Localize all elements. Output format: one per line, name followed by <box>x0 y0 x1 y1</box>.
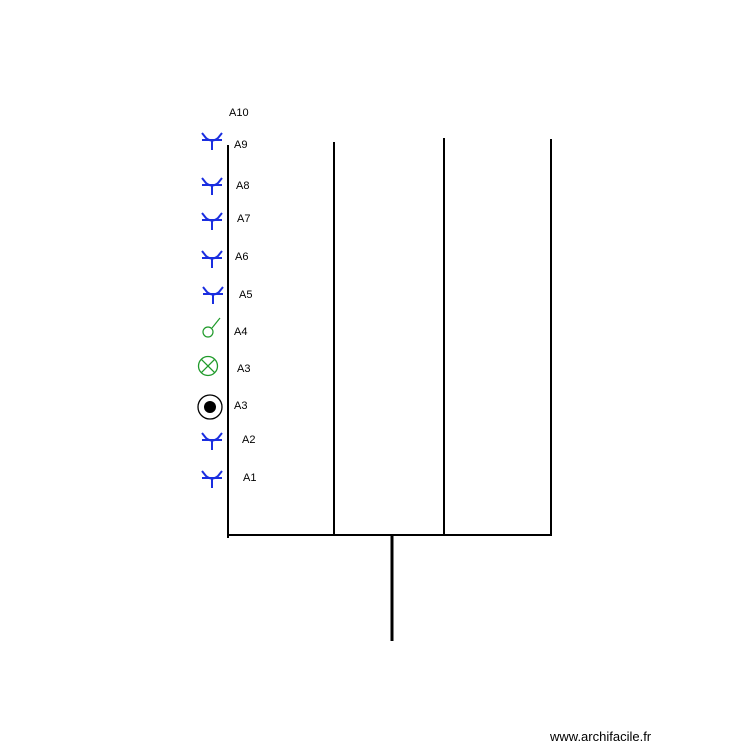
label-a2: A2 <box>242 434 256 446</box>
label-a8: A8 <box>236 180 250 192</box>
socket-icon <box>201 177 223 196</box>
wiring <box>227 138 552 641</box>
socket-icon <box>201 432 223 451</box>
socket-icon <box>202 286 224 305</box>
switch-icon <box>202 317 221 338</box>
label-a3-lamp: A3 <box>237 363 251 375</box>
label-a9: A9 <box>234 139 248 151</box>
label-a5: A5 <box>239 289 253 301</box>
label-a10: A10 <box>229 107 249 119</box>
light-point-icon <box>197 394 223 420</box>
socket-icon <box>201 132 223 151</box>
label-a3-point: A3 <box>234 400 248 412</box>
socket-icon <box>201 470 223 489</box>
label-a1: A1 <box>243 472 257 484</box>
socket-icon <box>201 212 223 231</box>
label-a4: A4 <box>234 326 248 338</box>
socket-icon <box>201 250 223 269</box>
watermark: www.archifacile.fr <box>550 729 652 744</box>
label-a7: A7 <box>237 213 251 225</box>
label-a6: A6 <box>235 251 249 263</box>
lamp-icon <box>197 355 219 377</box>
